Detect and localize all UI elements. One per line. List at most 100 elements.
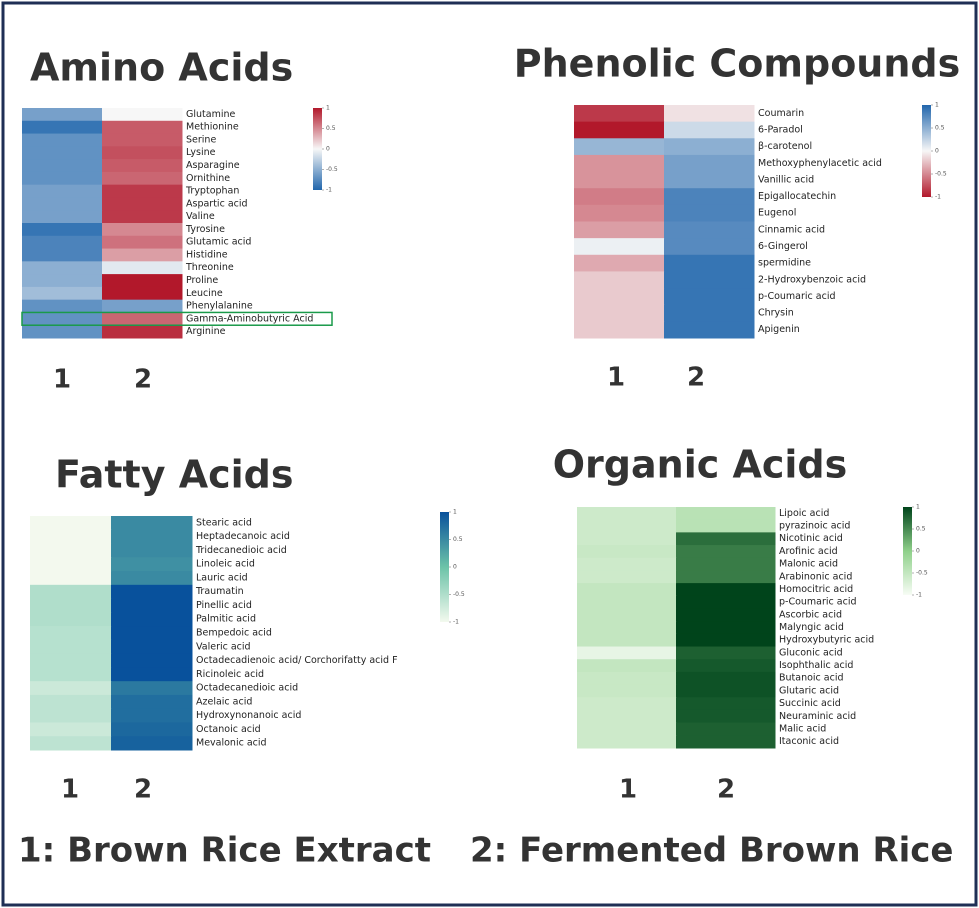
row-label: Epigallocatechin — [758, 191, 836, 202]
row-label: Octanoic acid — [196, 724, 261, 735]
heatmap-cell — [574, 204, 665, 222]
heatmap-cell — [102, 197, 183, 211]
heatmap-cell — [574, 271, 665, 289]
heatmap-cell — [22, 146, 103, 160]
row-label: Apigenin — [758, 324, 800, 335]
heatmap-cell — [577, 671, 677, 686]
heatmap-cell — [676, 519, 776, 533]
heatmap-cell — [102, 299, 183, 313]
colorbar-tick-label: 0 — [935, 148, 939, 155]
heatmap-cell — [111, 736, 193, 751]
row-label: Octadecanedioic acid — [196, 683, 298, 694]
footer-note: 2: Fermented Brown Rice — [470, 831, 954, 871]
row-label: Vanillic acid — [758, 174, 814, 185]
row-label: Coumarin — [758, 108, 804, 119]
heatmap-cell — [577, 709, 677, 724]
heatmap-cell — [577, 532, 677, 546]
row-label: Glutamic acid — [186, 237, 251, 248]
heatmap-cell — [102, 312, 183, 326]
heatmap-cell — [574, 254, 665, 272]
heatmap-cell — [30, 736, 112, 751]
heatmap-cell — [102, 274, 183, 288]
heatmap-cell — [30, 557, 112, 572]
heatmap-cell — [664, 105, 755, 123]
heatmap-cell — [22, 197, 103, 211]
heatmap-cell — [664, 171, 755, 189]
heatmap-cell — [102, 325, 183, 339]
heatmap-cell — [102, 159, 183, 173]
column-label: 2 — [134, 775, 152, 805]
row-label: Mevalonic acid — [196, 738, 267, 749]
heatmap-cell — [574, 288, 665, 306]
row-label: Glutamine — [186, 109, 235, 120]
row-label: Histidine — [186, 249, 228, 260]
heatmap-cell — [676, 684, 776, 698]
heatmap-cell — [574, 171, 665, 189]
heatmap-cell — [664, 138, 755, 156]
heatmap-cell — [102, 248, 183, 262]
heatmap-cell — [664, 288, 755, 306]
row-label: Malyngic acid — [779, 622, 844, 633]
row-label: Lysine — [186, 147, 216, 158]
heatmap-cell — [30, 612, 112, 627]
heatmap-cell — [676, 557, 776, 571]
column-label: 1 — [607, 363, 625, 393]
heatmap-cell — [577, 722, 677, 736]
row-label: Lipoic acid — [779, 508, 829, 519]
row-label: Methionine — [186, 122, 239, 133]
row-label: Succinic acid — [779, 698, 841, 709]
row-label: Glutaric acid — [779, 685, 839, 696]
colorbar-tick-label: 1 — [326, 105, 330, 112]
heatmap-cell — [102, 171, 183, 186]
heatmap-cell — [22, 120, 103, 135]
heatmap-cell — [664, 254, 755, 272]
heatmap-cell — [22, 325, 103, 339]
row-label: spermidine — [758, 258, 811, 269]
heatmap-cell — [664, 238, 755, 256]
heatmap-cell — [22, 235, 103, 250]
heatmap-cell — [664, 121, 755, 139]
heatmap-cell — [22, 210, 103, 224]
heatmap-cell — [30, 653, 112, 668]
heatmap-cell — [111, 667, 193, 682]
heatmap-cell — [676, 570, 776, 584]
heatmap-cell — [102, 261, 183, 275]
heatmap-cell — [111, 722, 193, 737]
colorbar-tick-label: 0.5 — [326, 125, 336, 132]
colorbar-tick-label: 1 — [935, 102, 939, 109]
heatmap-cell — [22, 274, 103, 288]
footer-note: 1: Brown Rice Extract — [18, 831, 431, 871]
heatmap-cell — [676, 507, 776, 521]
heatmap-cell — [111, 694, 193, 710]
panel-title: Phenolic Compounds — [514, 42, 960, 86]
row-label: Heptadecanoic acid — [196, 531, 290, 542]
heatmap-cell — [22, 133, 103, 147]
colorbar-tick-label: 1 — [916, 504, 920, 511]
colorbar-tick-label: 0.5 — [453, 536, 463, 543]
row-label: Ornithine — [186, 173, 230, 184]
heatmap-cell — [577, 646, 677, 660]
heatmap-cell — [22, 312, 103, 326]
heatmap-cell — [577, 697, 677, 711]
heatmap-cell — [676, 595, 776, 609]
row-label: Ricinoleic acid — [196, 669, 264, 680]
column-label: 1 — [53, 365, 71, 395]
colorbar-tick-label: 0.5 — [935, 125, 945, 132]
heatmap-cell — [574, 304, 665, 322]
heatmap-cell — [676, 709, 776, 724]
heatmap-cell — [676, 646, 776, 660]
row-label: Stearic acid — [196, 517, 252, 528]
column-label: 2 — [134, 365, 152, 395]
colorbar — [440, 512, 449, 622]
heatmap-cell — [111, 557, 193, 572]
panel-title: Organic Acids — [553, 443, 848, 487]
heatmap-cell — [676, 671, 776, 686]
heatmap-cell — [30, 529, 112, 545]
heatmap-cell — [102, 108, 183, 122]
heatmap-cell — [102, 210, 183, 224]
heatmap-cell — [22, 261, 103, 275]
row-label: Linoleic acid — [196, 559, 255, 570]
colorbar-tick-label: -1 — [916, 592, 922, 599]
heatmap-cell — [111, 516, 193, 531]
